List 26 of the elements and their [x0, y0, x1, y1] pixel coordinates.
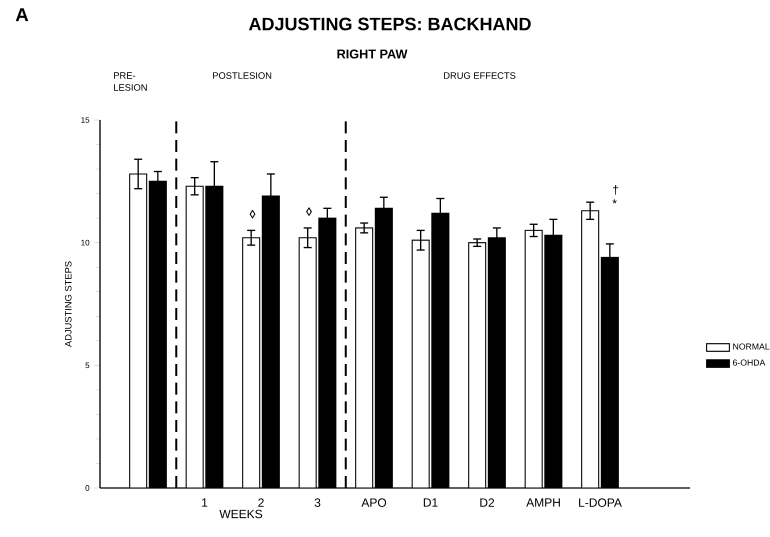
- annotation: *: [612, 199, 617, 204]
- x-axis-title: WEEKS: [219, 510, 262, 518]
- y-tick-label: 0: [85, 485, 90, 491]
- x-tick-label: L-DOPA: [579, 498, 622, 507]
- y-tick-label: 5: [85, 362, 90, 368]
- y-axis-title: ADJUSTING STEPS: [64, 261, 72, 348]
- x-tick-label: D1: [424, 498, 438, 507]
- x-tick-label: D2: [480, 498, 494, 507]
- y-tick-label: 10: [81, 240, 90, 246]
- legend-label: NORMAL: [733, 343, 770, 350]
- chart-subtitle: RIGHT PAW: [337, 50, 408, 58]
- annotation: ◊: [306, 207, 312, 216]
- chart-title: ADJUSTING STEPS: BACKHAND: [248, 18, 531, 30]
- y-tick-label: 15: [81, 117, 90, 123]
- legend-label: 6-OHDA: [733, 360, 766, 366]
- text: A: [16, 8, 28, 22]
- annotation: ◊: [250, 210, 256, 218]
- annotation: †: [613, 185, 618, 195]
- x-tick-label: AMPH: [526, 498, 560, 507]
- x-tick-label: 1: [202, 498, 208, 507]
- text: PRE-LESION: [114, 72, 147, 91]
- x-tick-label: 2: [258, 498, 264, 507]
- text: POSTLESION: [213, 72, 272, 79]
- x-tick-label: 3: [314, 498, 320, 507]
- x-tick-label: APO: [361, 498, 386, 507]
- text: DRUG EFFECTS: [444, 72, 516, 79]
